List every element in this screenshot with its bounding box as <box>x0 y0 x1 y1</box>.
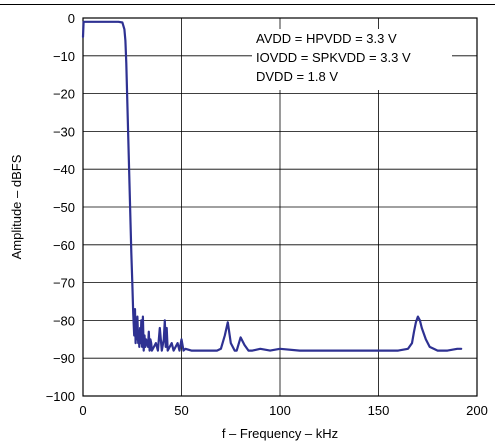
y-tick-label: −30 <box>53 124 75 139</box>
y-tick-label: 0 <box>68 11 75 26</box>
annotation-block: AVDD = HPVDD = 3.3 V IOVDD = SPKVDD = 3.… <box>256 31 411 84</box>
annotation-line-3: DVDD = 1.8 V <box>256 69 338 84</box>
annotation-line-1: AVDD = HPVDD = 3.3 V <box>256 31 397 46</box>
y-axis-ticks: 0 −10 −20 −30 −40 −50 −60 −70 −80 −90 −100 <box>46 11 75 404</box>
top-rule <box>0 4 495 5</box>
x-axis-ticks: 0 50 100 150 200 <box>79 403 487 418</box>
y-tick-label: −60 <box>53 238 75 253</box>
y-tick-label: −100 <box>46 389 75 404</box>
y-tick-label: −80 <box>53 313 75 328</box>
y-tick-label: −90 <box>53 351 75 366</box>
x-tick-label: 50 <box>174 403 188 418</box>
x-tick-label: 200 <box>466 403 488 418</box>
plot-frame <box>82 17 478 397</box>
y-tick-label: −10 <box>53 49 75 64</box>
annotation-line-2: IOVDD = SPKVDD = 3.3 V <box>256 50 411 65</box>
y-axis-title: Amplitude – dBFS <box>9 154 24 259</box>
annotation-background <box>252 29 452 90</box>
y-tick-label: −40 <box>53 162 75 177</box>
y-tick-label: −70 <box>53 276 75 291</box>
series-line <box>81 20 463 352</box>
x-tick-label: 0 <box>79 403 86 418</box>
y-tick-label: −50 <box>53 200 75 215</box>
x-tick-label: 100 <box>269 403 291 418</box>
y-tick-label: −20 <box>53 87 75 102</box>
x-tick-label: 150 <box>368 403 390 418</box>
x-axis-title: f – Frequency – kHz <box>222 426 338 441</box>
